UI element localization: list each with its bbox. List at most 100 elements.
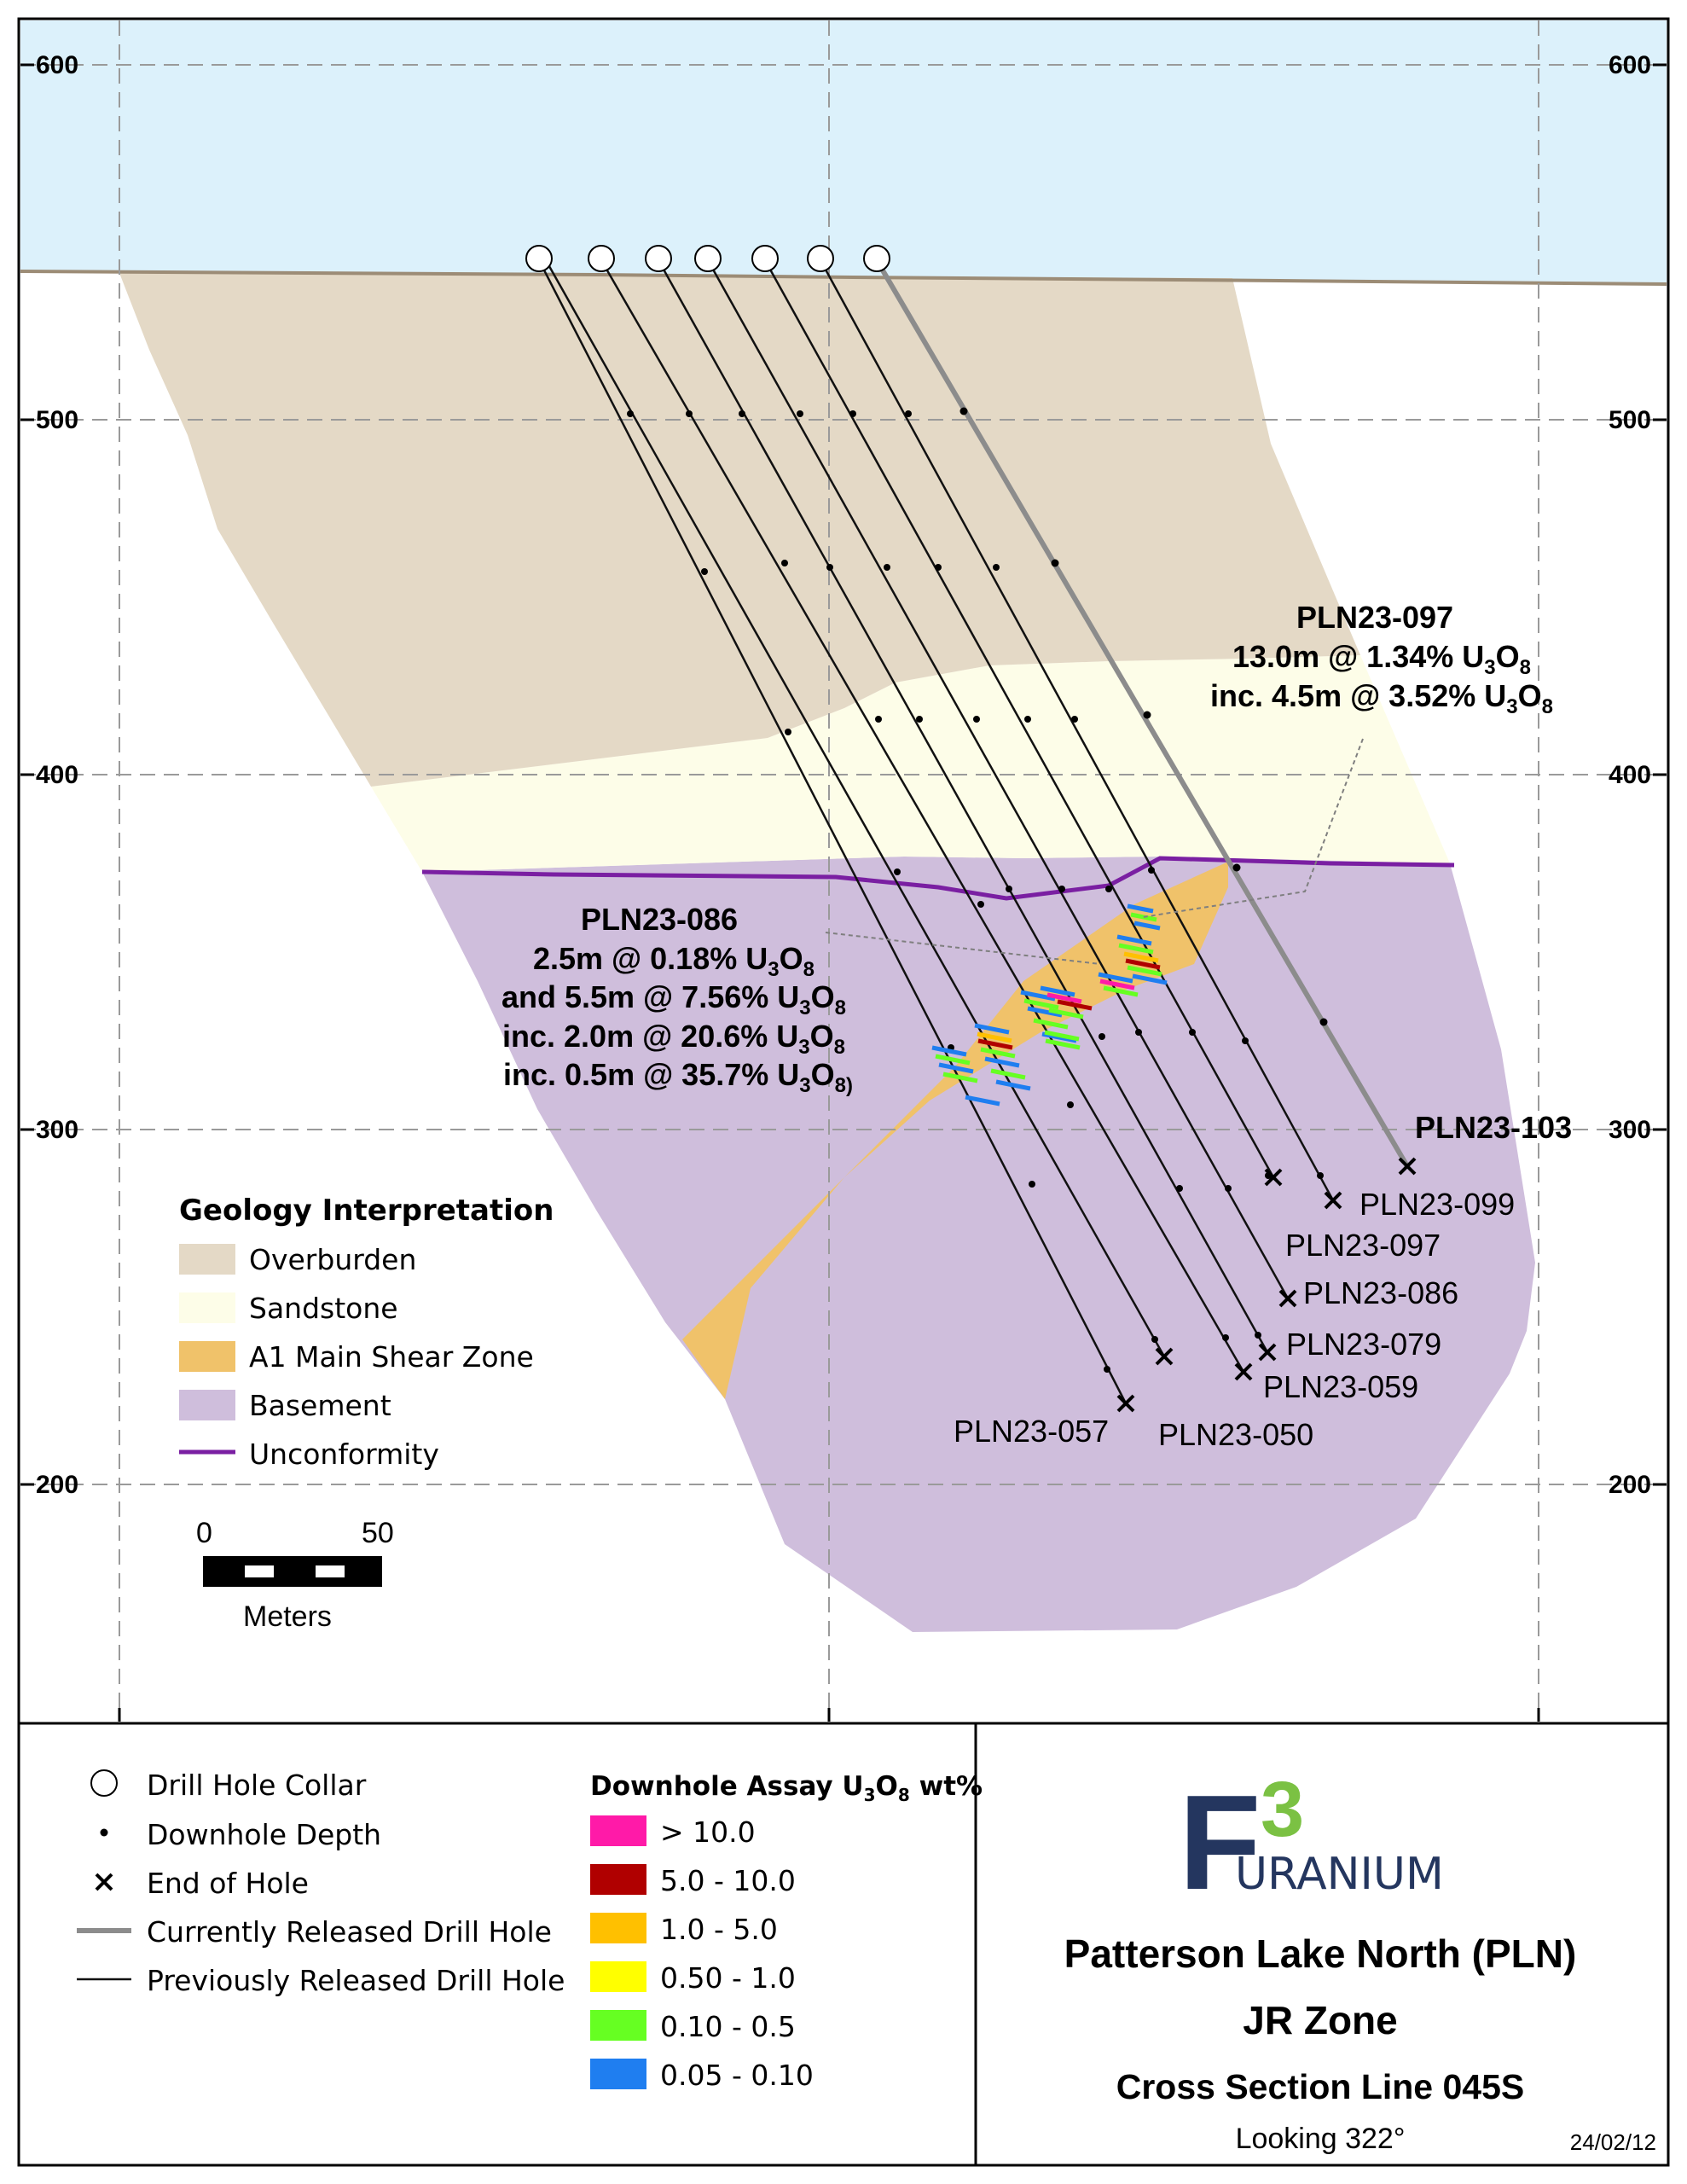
symbol-label-previous-hole: Previously Released Drill Hole (147, 1964, 565, 1997)
elev-label-right-300: 300 (1609, 1116, 1651, 1144)
hole-label-pln23-086: PLN23-086 (1303, 1275, 1458, 1310)
scale-bar-unit: Meters (243, 1600, 332, 1633)
legend-swatch-basement (179, 1390, 235, 1420)
drill-hole-collars (525, 245, 890, 272)
assay-swatch-1-5 (590, 1913, 646, 1943)
symbol-label-current-hole: Currently Released Drill Hole (147, 1915, 552, 1949)
elev-label-left-500: 500 (36, 406, 78, 434)
hole-label-pln23-103: PLN23-103 (1415, 1110, 1572, 1145)
collar-icon (807, 245, 834, 272)
collar-icon (863, 245, 890, 272)
assay-label-1-5: 1.0 - 5.0 (660, 1913, 778, 1946)
collar-icon (751, 245, 779, 272)
end-of-hole-icon (1278, 1289, 1297, 1308)
legend-swatch-overburden (179, 1244, 235, 1275)
title-block: Patterson Lake North (PLN) JR Zone Cross… (1064, 1931, 1577, 2155)
symbol-legend: Drill Hole Collar Downhole Depth End of … (77, 1769, 565, 1997)
title-line-2: JR Zone (1243, 1998, 1397, 2042)
annotation-pln23-086: PLN23-086 2.5m @ 0.18% U3O8 and 5.5m @ 7… (501, 902, 853, 1097)
annotation-086-title: PLN23-086 (581, 902, 738, 937)
a1-main-shear-zone (682, 862, 1228, 1399)
assay-intervals (931, 903, 1168, 1107)
ground-surface-line (20, 270, 1667, 286)
dot-icon (100, 1828, 108, 1837)
end-of-hole-icon (1116, 1394, 1135, 1413)
collar-icon (645, 245, 672, 272)
assay-swatch-5-10 (590, 1864, 646, 1895)
x-icon (95, 1873, 113, 1891)
overburden-unit (119, 273, 1360, 787)
symbol-label-end-of-hole: End of Hole (147, 1867, 309, 1900)
legend-label-unconformity: Unconformity (249, 1438, 439, 1471)
assay-label-01-05: 0.10 - 0.5 (660, 2010, 796, 2043)
circle-icon (90, 1769, 118, 1797)
hole-label-pln23-097: PLN23-097 (1285, 1228, 1441, 1263)
hole-label-pln23-099: PLN23-099 (1359, 1187, 1515, 1222)
leader-lines (825, 738, 1364, 965)
logo-letter: F (1179, 1768, 1261, 1918)
assay-legend: Downhole Assay U3O8 wt% > 10.0 5.0 - 10.… (590, 1771, 983, 2092)
collar-icon (694, 245, 722, 272)
basement-unit (422, 857, 1535, 1632)
geology-legend: Geology Interpretation Overburden Sandst… (179, 1194, 554, 1471)
drill-hole-pln23-059 (600, 259, 1245, 1373)
elev-label-right-600: 600 (1609, 51, 1651, 79)
assay-label-05-1: 0.50 - 1.0 (660, 1961, 796, 1995)
legend-label-basement: Basement (249, 1389, 391, 1422)
annotation-097-line2: inc. 4.5m @ 3.52% U3O8 (1210, 678, 1553, 718)
drill-hole-pln23-079 (657, 259, 1269, 1353)
scale-bar-fifty: 50 (362, 1517, 394, 1549)
drill-hole-pln23-057 (537, 259, 1128, 1404)
hole-label-pln23-057: PLN23-057 (954, 1414, 1109, 1449)
assay-label-005-01: 0.05 - 0.10 (660, 2059, 814, 2092)
elev-label-right-200: 200 (1609, 1471, 1651, 1499)
annotation-pln23-097: PLN23-097 13.0m @ 1.34% U3O8 inc. 4.5m @… (1210, 600, 1553, 718)
scale-bar: 0 50 Meters (196, 1517, 394, 1633)
elev-label-left-300: 300 (36, 1116, 78, 1144)
drill-hole-pln23-099 (819, 259, 1335, 1201)
sky-area (20, 20, 1667, 284)
symbol-label-collar: Drill Hole Collar (147, 1769, 367, 1802)
end-of-hole-markers (1116, 1157, 1417, 1413)
hole-label-pln23-059: PLN23-059 (1263, 1369, 1418, 1404)
annotation-086-line1: 2.5m @ 0.18% U3O8 (533, 941, 815, 981)
end-of-hole-icon (1324, 1191, 1342, 1210)
annotation-086-line2: and 5.5m @ 7.56% U3O8 (501, 979, 846, 1019)
assay-legend-title: Downhole Assay U3O8 wt% (590, 1771, 983, 1805)
hole-label-pln23-079: PLN23-079 (1286, 1327, 1441, 1362)
end-of-hole-icon (1155, 1347, 1174, 1366)
axis-ticks (20, 63, 1667, 1722)
end-of-hole-icon (1398, 1157, 1417, 1176)
assay-swatch-005-01 (590, 2059, 646, 2089)
title-line-4: Looking 322° (1236, 2123, 1406, 2155)
assay-swatch-05-1 (590, 1961, 646, 1992)
logo-word: URANIUM (1235, 1849, 1444, 1900)
title-line-1: Patterson Lake North (PLN) (1064, 1931, 1577, 1976)
hole-label-pln23-050: PLN23-050 (1158, 1417, 1313, 1452)
collar-icon (588, 245, 615, 272)
logo-number: 3 (1261, 1766, 1304, 1853)
end-of-hole-icon (1234, 1362, 1253, 1381)
legend-swatch-shear-zone (179, 1341, 235, 1372)
assay-swatch-gt10 (590, 1815, 646, 1846)
end-of-hole-icon (1264, 1168, 1283, 1187)
drill-hole-pln23-086 (706, 259, 1290, 1299)
title-line-3: Cross Section Line 045S (1116, 2067, 1525, 2106)
title-date: 24/02/12 (1570, 2129, 1656, 2155)
elev-label-left-400: 400 (36, 761, 78, 789)
legend-label-overburden: Overburden (249, 1243, 416, 1276)
collar-icon (525, 245, 553, 272)
annotation-086-line3: inc. 2.0m @ 20.6% U3O8 (502, 1019, 845, 1059)
assay-label-5-10: 5.0 - 10.0 (660, 1864, 796, 1897)
assay-swatch-01-05 (590, 2010, 646, 2041)
scale-bar-zero: 0 (196, 1517, 212, 1549)
elev-label-right-500: 500 (1609, 406, 1651, 434)
f3-uranium-logo: F 3 URANIUM (1179, 1766, 1444, 1918)
drill-hole-pln23-050 (544, 259, 1166, 1357)
legend-swatch-sandstone (179, 1292, 235, 1323)
legend-label-shear-zone: A1 Main Shear Zone (249, 1340, 534, 1374)
annotation-097-line1: 13.0m @ 1.34% U3O8 (1232, 639, 1531, 679)
sandstone-unit (371, 655, 1450, 872)
annotation-097-title: PLN23-097 (1296, 600, 1453, 635)
end-of-hole-icon (1258, 1343, 1277, 1362)
